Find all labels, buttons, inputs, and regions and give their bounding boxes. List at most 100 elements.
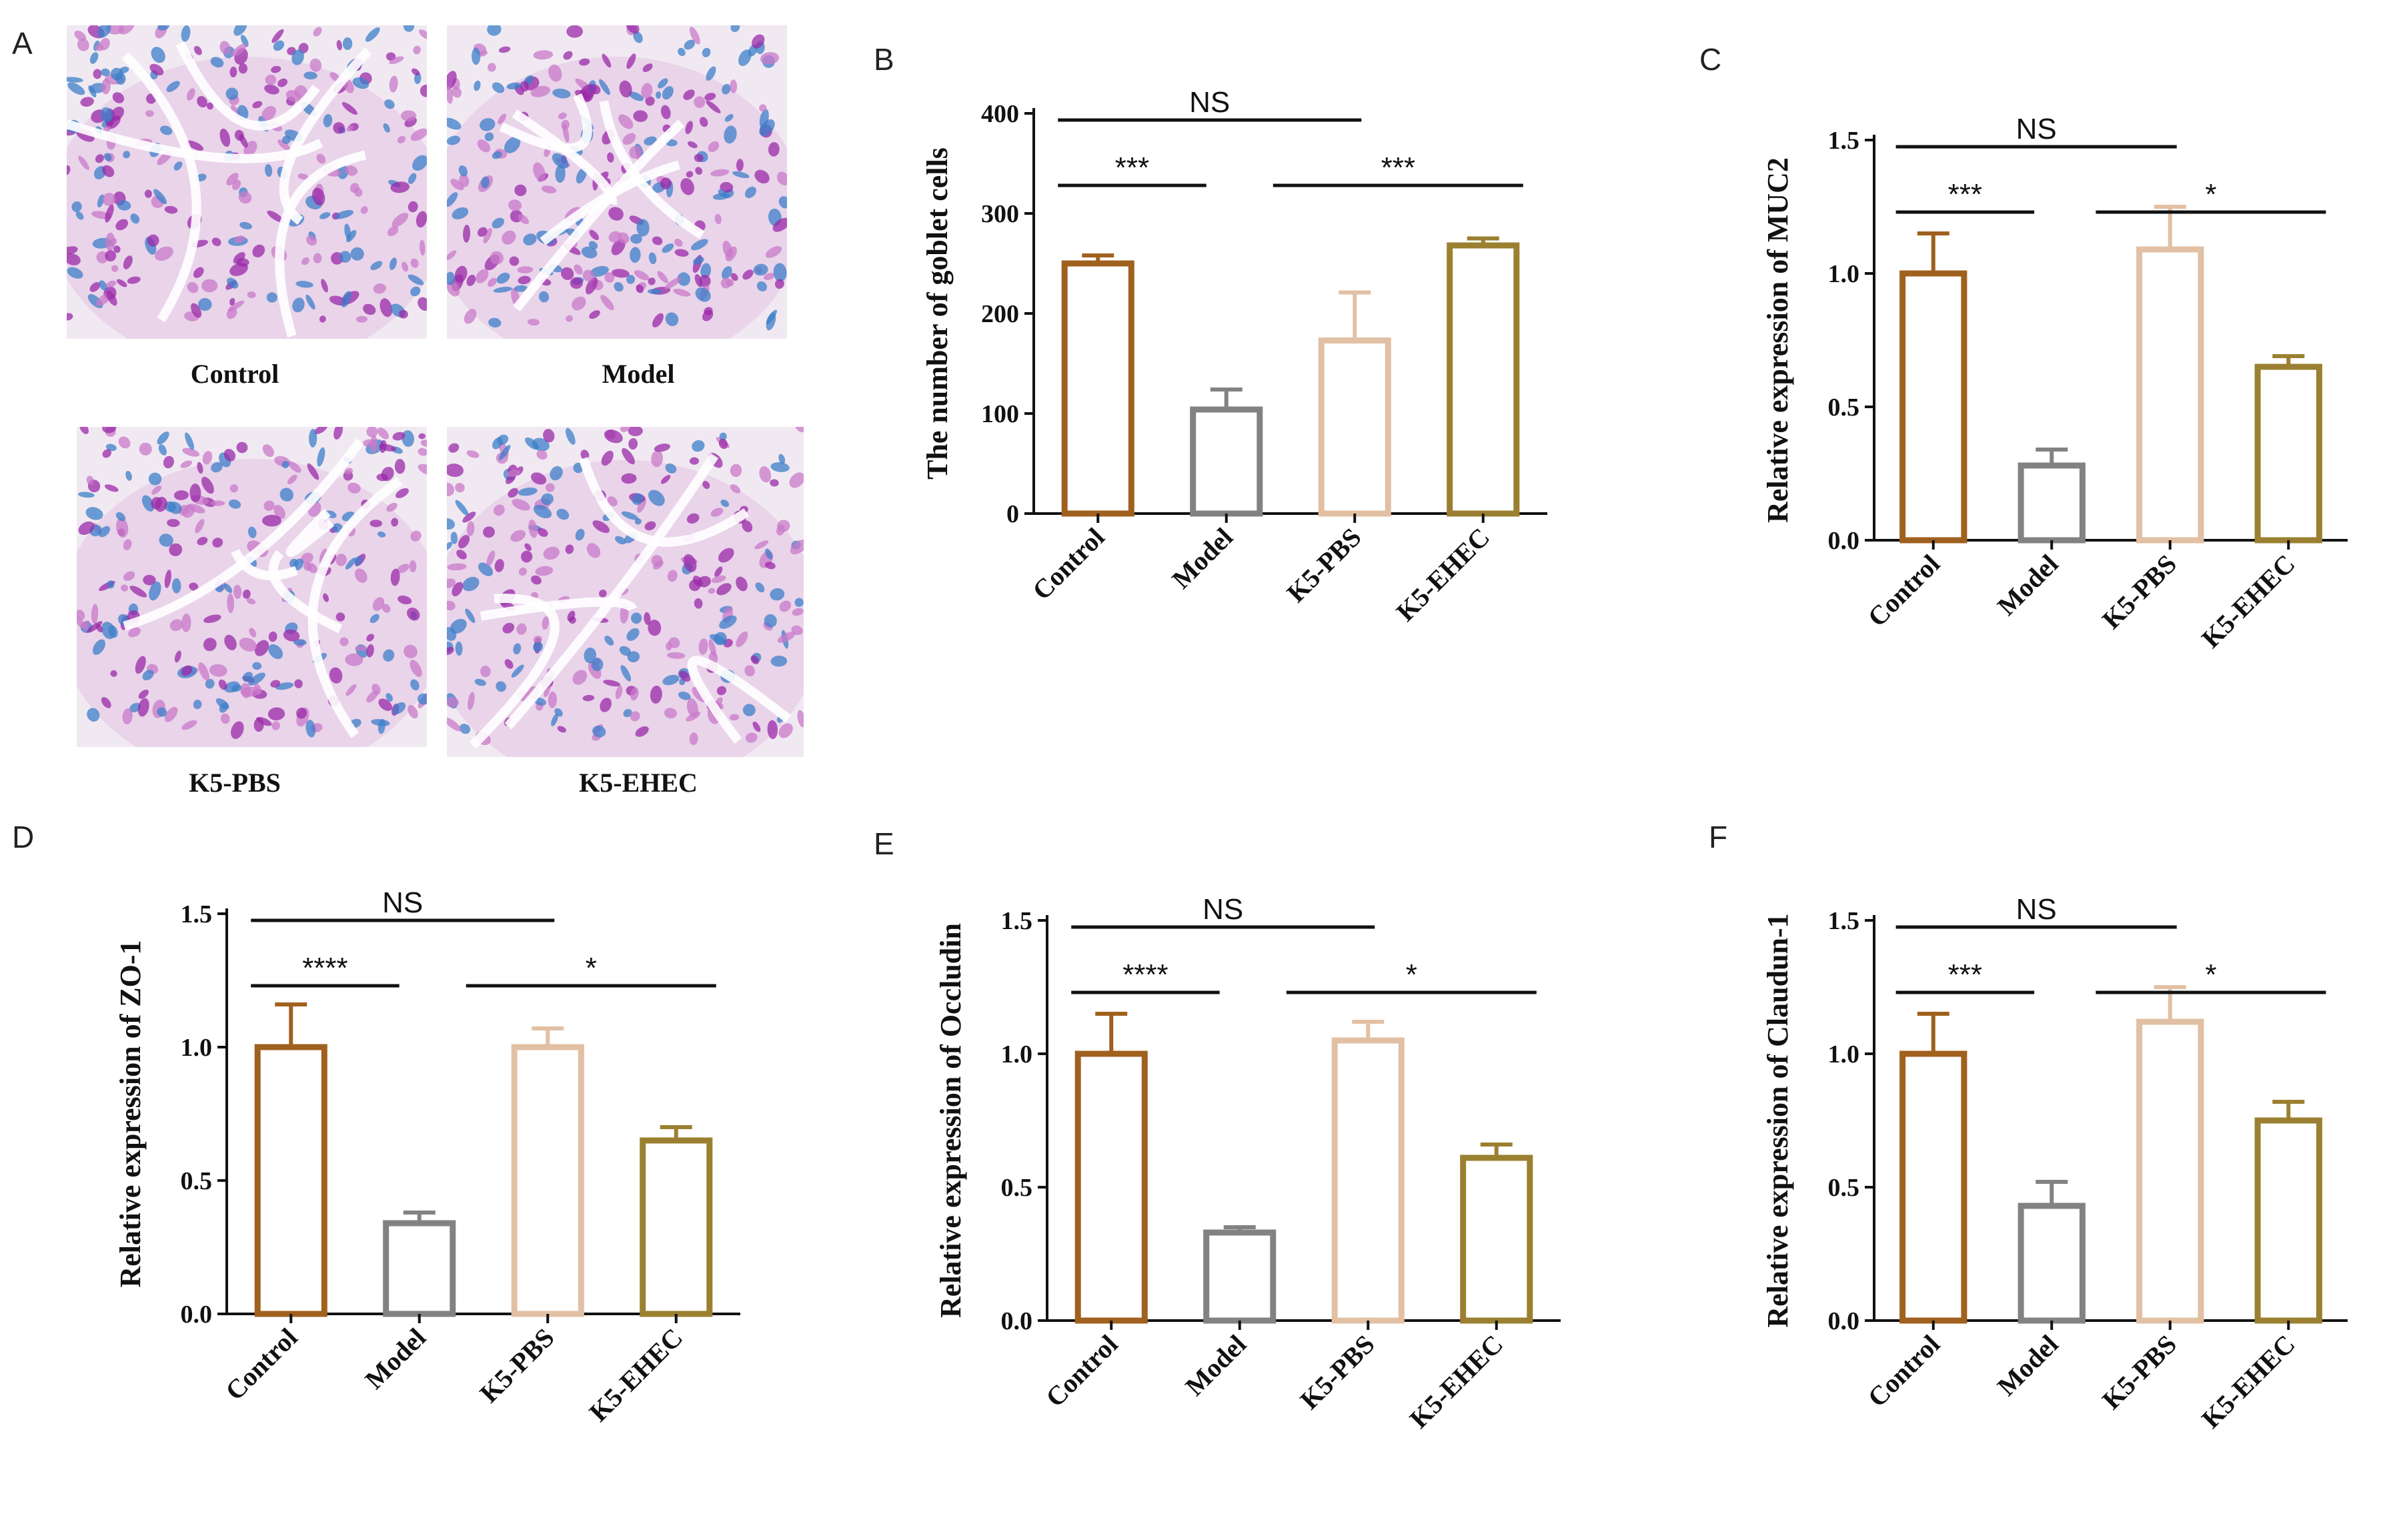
goblet-cell-stain bbox=[628, 438, 638, 450]
goblet-cell-stain bbox=[576, 167, 587, 184]
goblet-cell-stain bbox=[447, 71, 457, 90]
goblet-cell-stain bbox=[794, 598, 804, 607]
chart-occludin: Relative expression of Occludin 0.0 0.5 1.0… bbox=[920, 880, 1587, 1534]
goblet-cell-stain bbox=[677, 272, 690, 286]
goblet-cell-stain bbox=[410, 286, 421, 297]
goblet-cell-stain bbox=[75, 211, 84, 220]
goblet-cell-stain bbox=[121, 584, 129, 592]
goblet-cell-stain bbox=[159, 534, 173, 547]
goblet-cell-stain bbox=[77, 616, 89, 631]
y-tick-label: 1.0 bbox=[181, 1034, 213, 1062]
goblet-cell-stain bbox=[181, 720, 197, 730]
goblet-cell-stain bbox=[97, 25, 111, 38]
y-tick-label: 0.0 bbox=[1828, 1307, 1860, 1335]
goblet-cell-stain bbox=[628, 427, 643, 437]
goblet-cell-stain bbox=[487, 25, 502, 36]
goblet-cell-stain bbox=[240, 682, 251, 698]
goblet-cell-stain bbox=[67, 165, 71, 176]
significance-label: **** bbox=[1122, 958, 1168, 991]
goblet-cell-stain bbox=[483, 526, 495, 538]
goblet-cell-stain bbox=[151, 497, 162, 510]
bar-k5-ehec bbox=[2254, 363, 2322, 544]
goblet-cell-stain bbox=[768, 142, 780, 157]
goblet-cell-stain bbox=[730, 464, 742, 478]
goblet-cell-stain bbox=[730, 484, 741, 494]
y-tick-label: 300 bbox=[981, 200, 1019, 228]
goblet-cell-stain bbox=[117, 279, 127, 287]
goblet-cell-stain bbox=[163, 456, 175, 469]
goblet-cell-stain bbox=[138, 690, 149, 699]
goblet-cell-stain bbox=[115, 512, 126, 522]
goblet-cell-stain bbox=[101, 622, 116, 640]
chart-svg: Relative expression of ZO-1 0.0 0.5 1.0 1.5 C… bbox=[114, 886, 740, 1427]
goblet-cell-stain bbox=[541, 185, 557, 193]
goblet-cell-stain bbox=[98, 526, 111, 538]
lumen-crack bbox=[268, 550, 343, 634]
goblet-cell-stain bbox=[772, 217, 787, 232]
goblet-cell-stain bbox=[300, 552, 313, 564]
goblet-cell-stain bbox=[621, 511, 638, 520]
goblet-cell-stain bbox=[626, 628, 640, 641]
goblet-cell-stain bbox=[690, 239, 708, 251]
y-tick-label: 0.0 bbox=[1001, 1307, 1033, 1335]
goblet-cell-stain bbox=[447, 464, 464, 478]
goblet-cell-stain bbox=[149, 581, 161, 601]
goblet-cell-stain bbox=[149, 63, 164, 76]
goblet-cell-stain bbox=[541, 493, 554, 506]
goblet-cell-stain bbox=[718, 438, 728, 450]
goblet-cell-stain bbox=[212, 538, 223, 548]
goblet-cell-stain bbox=[271, 65, 281, 73]
goblet-cell-stain bbox=[350, 247, 364, 261]
goblet-cell-stain bbox=[651, 450, 664, 468]
bar-model bbox=[1190, 406, 1263, 517]
goblet-cell-stain bbox=[472, 47, 481, 65]
goblet-cell-stain bbox=[408, 274, 424, 285]
goblet-cell-stain bbox=[180, 460, 192, 468]
goblet-cell-stain bbox=[565, 428, 576, 445]
bar-k5-ehec bbox=[1460, 1154, 1533, 1324]
goblet-cell-stain bbox=[568, 616, 576, 624]
goblet-cell-stain bbox=[514, 184, 527, 197]
goblet-cell-stain bbox=[623, 709, 632, 718]
goblet-cell-stain bbox=[277, 139, 290, 151]
goblet-cell-stain bbox=[339, 251, 351, 263]
goblet-cell-stain bbox=[504, 659, 514, 669]
goblet-cell-stain bbox=[391, 212, 409, 227]
goblet-cell-stain bbox=[466, 450, 480, 458]
micrograph-model bbox=[447, 25, 787, 339]
y-tick-label: 1.0 bbox=[1828, 260, 1860, 288]
goblet-cell-stain bbox=[159, 125, 173, 135]
goblet-cell-stain bbox=[145, 110, 154, 117]
goblet-cell-stain bbox=[619, 646, 632, 656]
lumen-crack bbox=[687, 656, 792, 744]
goblet-cell-stain bbox=[694, 598, 703, 609]
goblet-cell-stain bbox=[736, 159, 744, 171]
goblet-cell-stain bbox=[589, 229, 600, 240]
goblet-cell-stain bbox=[744, 186, 756, 199]
goblet-cell-stain bbox=[530, 85, 550, 97]
goblet-cell-stain bbox=[226, 277, 239, 289]
goblet-cell-stain bbox=[447, 135, 461, 145]
goblet-cell-stain bbox=[789, 472, 804, 488]
goblet-cell-stain bbox=[378, 698, 393, 711]
goblet-cell-stain bbox=[447, 250, 457, 261]
goblet-cell-stain bbox=[725, 246, 737, 261]
goblet-cell-stain bbox=[271, 29, 284, 43]
goblet-cell-stain bbox=[372, 597, 385, 611]
goblet-cell-stain bbox=[408, 705, 418, 719]
goblet-cell-stain bbox=[296, 707, 307, 719]
goblet-cell-stain bbox=[197, 95, 207, 108]
significance-label: *** bbox=[1381, 151, 1415, 184]
goblet-cell-stain bbox=[764, 273, 775, 280]
goblet-cell-stain bbox=[552, 153, 569, 169]
goblet-cell-stain bbox=[622, 133, 636, 145]
goblet-cell-stain bbox=[105, 232, 115, 251]
goblet-cell-stain bbox=[744, 665, 755, 677]
goblet-cell-stain bbox=[95, 154, 104, 163]
goblet-cell-stain bbox=[506, 469, 520, 478]
goblet-cell-stain bbox=[295, 281, 313, 288]
goblet-cell-stain bbox=[335, 554, 347, 566]
goblet-cell-stain bbox=[525, 437, 539, 450]
micrograph-drawing bbox=[77, 427, 427, 747]
goblet-cell-stain bbox=[173, 161, 183, 171]
